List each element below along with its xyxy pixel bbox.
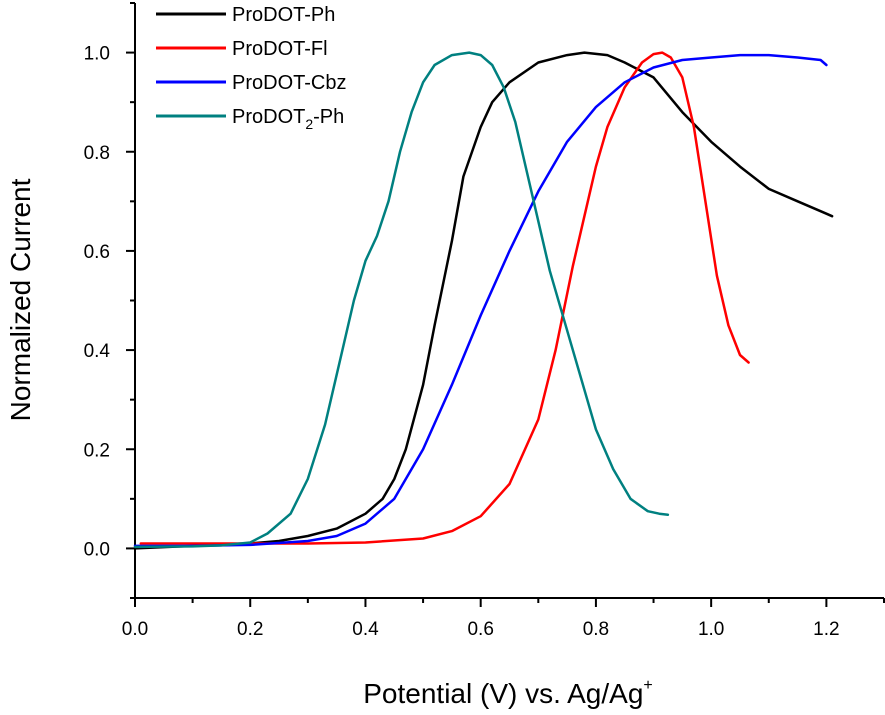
x-axis-title: Potential (V) vs. Ag/Ag+ — [363, 677, 652, 709]
legend-label-3: ProDOT-Cbz — [232, 72, 346, 94]
x-tick-label: 0.6 — [467, 619, 493, 640]
y-tick-label: 0.6 — [84, 242, 110, 263]
x-axis-ticks: 0.0 0.2 0.4 0.6 0.8 1.0 1.2 — [122, 598, 885, 640]
y-tick-label: 1.0 — [84, 44, 110, 65]
y-tick-label: 0.2 — [84, 440, 110, 461]
legend: ProDOT-Ph ProDOT-Fl ProDOT-Cbz ProDOT2-Ph — [156, 4, 346, 132]
series-lines — [133, 51, 834, 550]
series-line-2 — [139, 51, 750, 545]
y-axis-ticks: 0.0 0.2 0.4 0.6 0.8 1.0 — [84, 2, 135, 599]
x-tick-label: 0.8 — [583, 619, 609, 640]
x-axis-title-superscript: + — [643, 677, 652, 694]
legend-label-4: ProDOT2-Ph — [232, 106, 344, 132]
y-tick-label: 0.4 — [84, 341, 111, 362]
series-line-3 — [133, 53, 828, 548]
x-tick-label: 1.2 — [813, 619, 839, 640]
x-tick-label: 0.0 — [122, 619, 148, 640]
x-tick-label: 0.2 — [237, 619, 263, 640]
x-tick-label: 1.0 — [698, 619, 724, 640]
y-tick-label: 0.0 — [84, 539, 110, 560]
y-tick-label: 0.8 — [84, 143, 110, 164]
series-line-1 — [133, 51, 834, 550]
legend-label-1: ProDOT-Ph — [232, 4, 335, 26]
legend-label-2: ProDOT-Fl — [232, 38, 328, 60]
x-tick-label: 0.4 — [352, 619, 379, 640]
y-axis-title: Normalized Current — [5, 178, 36, 421]
series-line-4 — [133, 51, 670, 549]
